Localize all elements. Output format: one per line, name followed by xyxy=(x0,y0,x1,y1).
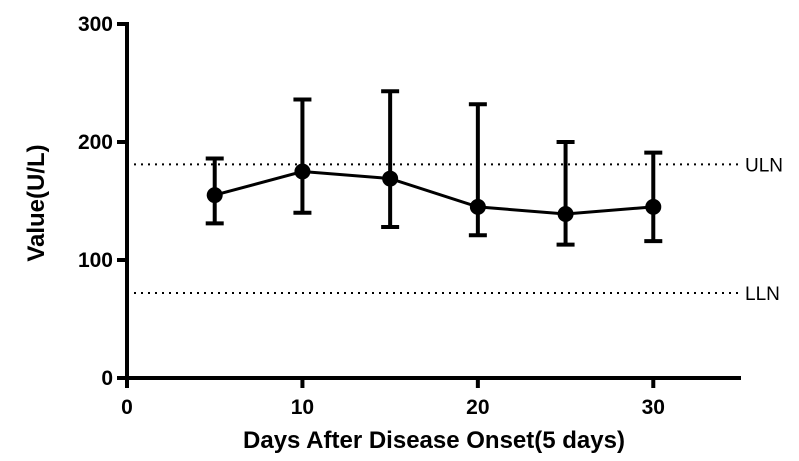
y-tick-label: 200 xyxy=(78,131,113,154)
data-point xyxy=(645,198,662,215)
x-tick-label: 10 xyxy=(291,396,314,419)
y-tick-label: 100 xyxy=(78,249,113,272)
series-line xyxy=(214,169,654,216)
x-tick-label: 20 xyxy=(466,396,489,419)
x-tick-label: 0 xyxy=(121,396,133,419)
reference-label-lln: LLN xyxy=(745,284,780,305)
reference-label-uln: ULN xyxy=(745,155,783,176)
y-tick-label: 0 xyxy=(101,367,113,390)
x-axis-title: Days After Disease Onset(5 days) xyxy=(243,427,625,454)
y-axis-title: Value(U/L) xyxy=(23,144,50,261)
data-point xyxy=(206,187,223,204)
data-point xyxy=(469,198,486,215)
data-point xyxy=(557,205,574,222)
data-point xyxy=(294,163,311,180)
x-tick-label: 30 xyxy=(642,396,665,419)
data-point xyxy=(382,170,399,187)
series-layer xyxy=(205,89,663,247)
axes: 0 100 200 300 0 10 20 30 xyxy=(78,13,741,419)
reference-lines: ULN LLN xyxy=(127,155,783,305)
y-tick-label: 300 xyxy=(78,13,113,36)
